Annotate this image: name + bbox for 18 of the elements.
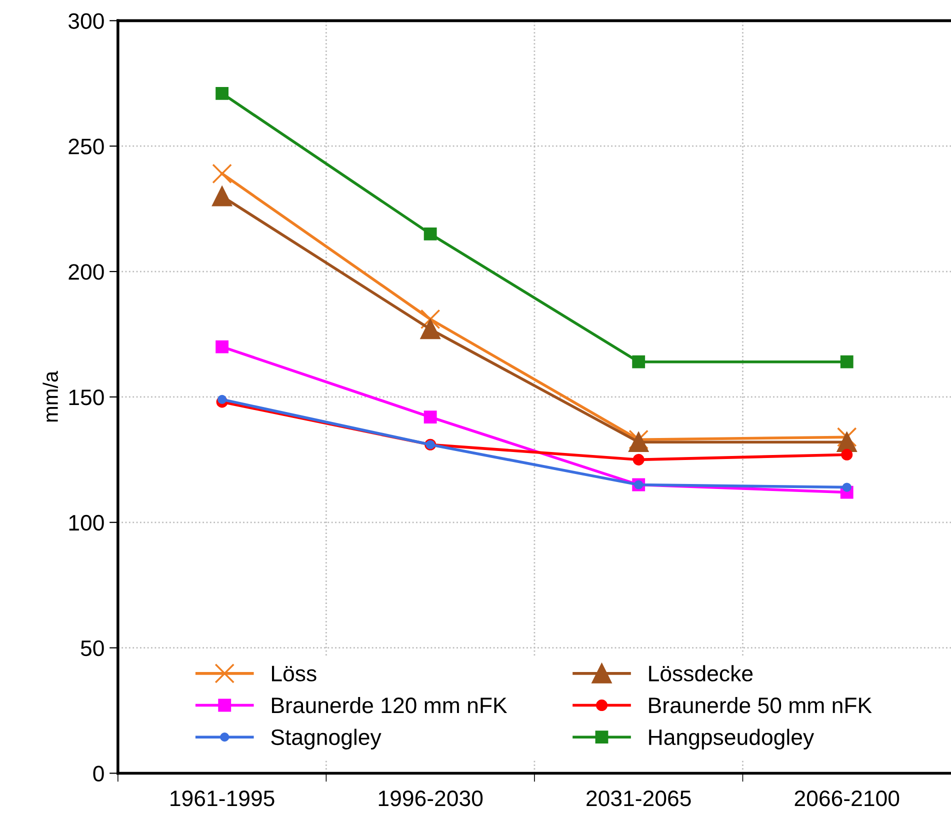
legend-label: Löss [272, 666, 316, 682]
y-axis-title: mm/a [42, 370, 58, 422]
x-tick-label: 2031-2065 [586, 790, 691, 806]
y-tick-label: 0 [93, 766, 104, 782]
y-tick-label: 200 [68, 264, 104, 280]
legend-label: Stagnogley [271, 728, 382, 750]
y-tick-label: 100 [69, 514, 104, 531]
legend-label: Lössdecke [649, 665, 753, 682]
legend-label: Braunerde 50 mm nFK [649, 696, 872, 714]
x-tick-label: 1961-1995 [170, 790, 274, 806]
x-tick-label: 1996-2030 [378, 790, 483, 806]
y-tick-label: 300 [68, 13, 104, 29]
legend-label: Braunerde 120 mm nFK [272, 696, 508, 714]
legend-label: Hangpseudogley [649, 728, 814, 750]
y-tick-label: 50 [80, 640, 104, 656]
y-tick-label: 250 [68, 138, 104, 154]
x-tick-label: 2066-2100 [794, 790, 900, 806]
y-tick-label: 150 [69, 389, 104, 406]
